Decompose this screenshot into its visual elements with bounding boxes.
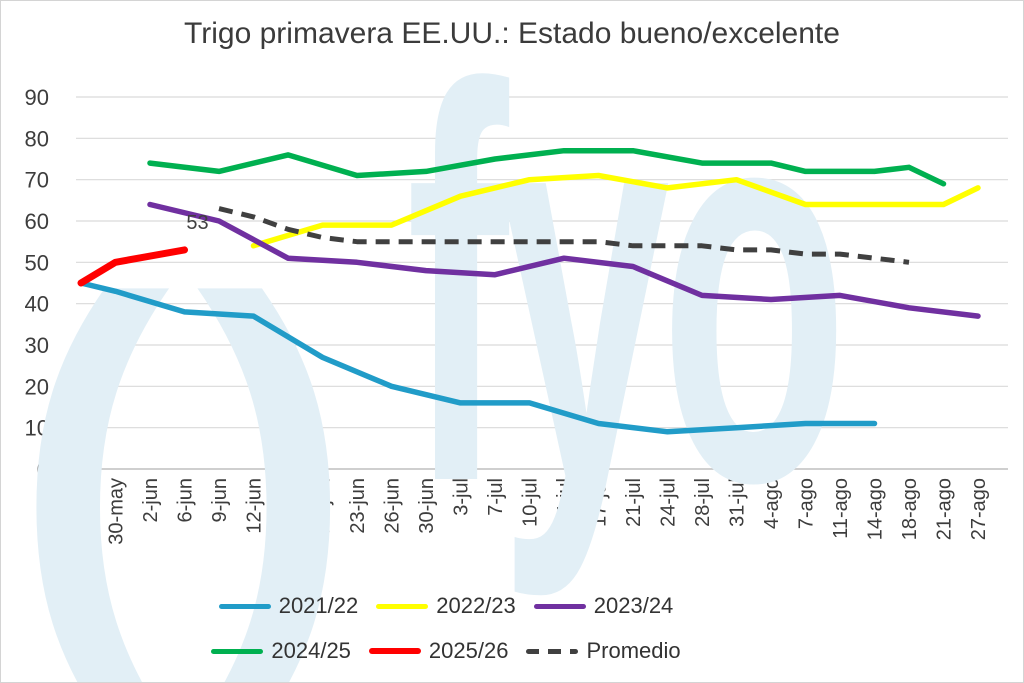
x-axis-tick-label: 30-jun [416,478,438,534]
y-axis-tick-label: 80 [25,126,49,151]
x-axis-tick-label: 30-may [106,478,128,545]
x-axis-tick-label: 9-jun [209,478,231,522]
x-axis-tick-label: 12-jun [244,478,266,534]
x-axis-tick-label: 24-jul [658,478,680,527]
series-line-promedio [218,206,910,265]
x-axis-tick-label: 11-ago [830,478,852,539]
series-line-2023-24 [147,201,981,319]
x-axis-tick-label: 27-ago [968,478,990,540]
y-axis-tick-label: 60 [25,209,49,234]
legend-item-promedio: Promedio [526,638,681,664]
legend-swatch-promedio [526,648,579,654]
legend-label-2022-23: 2022/23 [436,593,516,618]
x-axis-tick-label: 14-jul [554,478,576,527]
legend-item-2022-23: 2022/23 [376,593,516,619]
y-axis-tick-label: 90 [25,85,49,110]
legend-swatch-2025-26 [368,648,421,654]
x-axis-tick-label: 6-jun [175,478,197,522]
x-axis-tick-label: 7-ago [796,478,818,529]
legend-label-2025-26: 2025/26 [428,638,509,663]
legend-swatch-2022-23 [376,603,429,609]
x-axis-tick-label: 21-jul [623,478,645,527]
legend-label-2023-24: 2023/24 [593,593,674,618]
legend-row-1: 2021/22 2022/23 2023/24 [1,593,891,619]
series-line-2022-23 [250,172,981,249]
x-axis-tick-label: 28-jul [692,478,714,527]
x-axis-tick-label: 3-jul [451,478,473,516]
x-axis-tick-label: 7-jul [485,478,507,516]
legend-item-2023-24: 2023/24 [533,593,674,619]
y-axis-tick-label: 70 [25,168,49,193]
y-axis-tick-label: 10 [25,416,49,441]
legend-item-2021-22: 2021/22 [218,593,359,619]
legend-label-promedio: Promedio [586,638,681,663]
series-line-2024-25 [147,147,947,187]
series-line-2025-26 [77,246,188,287]
y-axis-tick-label: 40 [25,292,49,317]
x-axis-tick-label: 23-jun [347,478,369,534]
x-axis-tick-label: 14-ago [865,478,887,540]
legend-row-2: 2024/25 2025/26 Promedio [1,638,891,664]
x-axis-tick-label: 16-jun [278,478,300,534]
legend-label-2024-25: 2024/25 [271,638,351,663]
y-axis-tick-label: 30 [25,333,49,358]
legend-swatch-2021-22 [218,603,271,609]
x-axis-tick-label: 4-ago [761,478,783,529]
y-axis-tick-label: 50 [25,250,49,275]
legend-item-2025-26: 2025/26 [368,638,509,664]
series-line-2021-22 [78,280,878,435]
chart-title: Trigo primavera EE.UU.: Estado bueno/exc… [184,17,840,50]
y-axis-tick-label: 0 [37,457,49,482]
x-axis-tick-label: 2-jun [140,478,162,522]
y-axis-tick-label: 20 [25,374,49,399]
data-label-53: 53 [186,212,208,234]
x-axis-tick-label: 17-jul [589,478,611,527]
x-axis-tick-label: 21-ago [934,478,956,540]
x-axis-tick-label: 18-ago [899,478,921,540]
legend-label-2021-22: 2021/22 [278,593,359,618]
watermark-right-paren-icon: ) [197,204,354,683]
legend-swatch-2024-25 [211,648,264,654]
x-axis-tick-label: 23-may… [71,478,93,565]
legend-item-2024-25: 2024/25 [211,638,351,664]
x-axis-tick-label: 19-jun [313,478,335,534]
legend-swatch-2023-24 [533,603,586,609]
x-axis-tick-label: 10-jul [520,478,542,527]
x-axis-tick-label: 26-jun [382,478,404,534]
x-axis-tick-label: 31-jul [727,478,749,527]
